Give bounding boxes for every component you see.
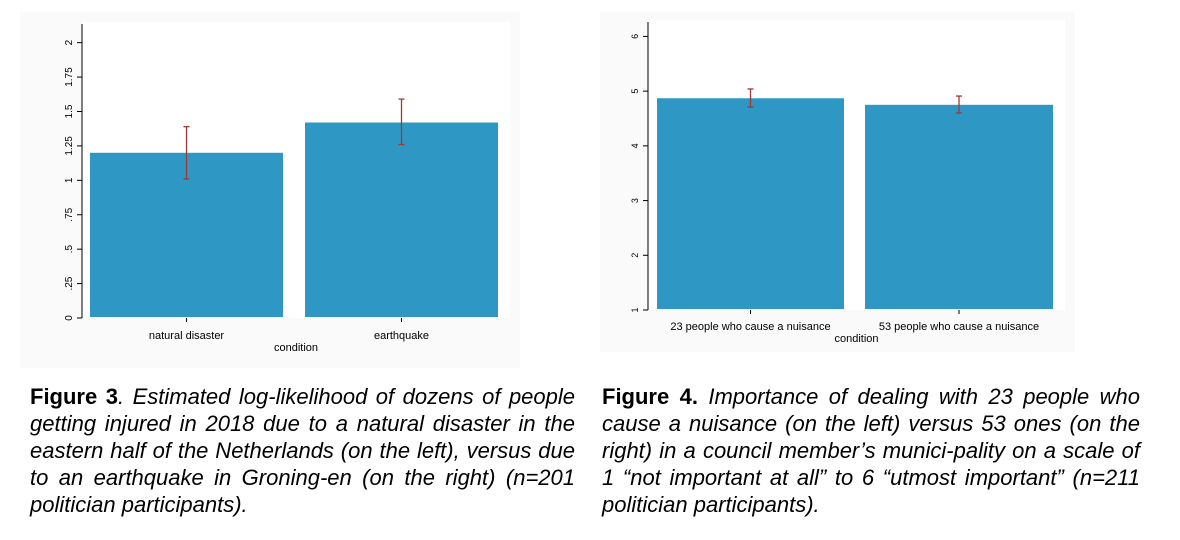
y-tick-label: 2 [630,253,640,258]
bar [657,98,844,309]
figure-3-caption: Figure 3. Estimated log-likelihood of do… [30,383,575,518]
figure-4-caption-text: Importance of dealing with 23 people who… [602,384,1141,517]
y-tick-label: 1.75 [64,67,75,87]
figure-4-label: Figure 4. [602,384,698,409]
y-tick-label: 1 [630,307,640,312]
y-tick-label: 1.25 [64,136,75,156]
figure-3-caption-text: . Estimated log-likelihood of dozens of … [30,384,576,517]
figure-4-caption: Figure 4. Importance of dealing with 23 … [602,383,1140,518]
y-tick-label: 1 [64,177,75,183]
y-tick-label: 5 [630,89,640,94]
x-axis-title: condition [274,342,318,354]
bar [305,122,498,318]
x-category-label: 23 people who cause a nuisance [670,321,830,333]
y-tick-label: .5 [64,245,75,254]
x-axis-title: condition [834,333,878,345]
figure-3-chart: 0 .25 .5 .75 1 1.25 1.5 1.75 2 natural disaster ea… [20,12,520,368]
y-tick-label: 3 [630,198,640,203]
x-category-label: earthquake [374,330,429,342]
y-tick-label: 2 [64,39,75,45]
bar [90,152,283,317]
bar [865,104,1053,310]
y-tick-label: .75 [64,207,75,221]
y-tick-label: 6 [630,34,640,39]
y-tick-label: 4 [630,143,640,148]
y-tick-label: .25 [64,276,75,290]
x-category-label: 53 people who cause a nuisance [879,321,1039,333]
figure-4-svg: 1 2 3 4 5 6 23 people who cause a nuisance 53 p… [600,12,1075,352]
figure-3-svg: 0 .25 .5 .75 1 1.25 1.5 1.75 2 natural disaster ea… [20,12,520,368]
y-tick-label: 1.5 [64,104,75,118]
y-tick-label: 0 [64,315,75,321]
figure-3-label: Figure 3 [30,384,118,409]
x-category-label: natural disaster [149,330,225,342]
figure-4-chart: 1 2 3 4 5 6 23 people who cause a nuisance 53 p… [600,12,1075,352]
